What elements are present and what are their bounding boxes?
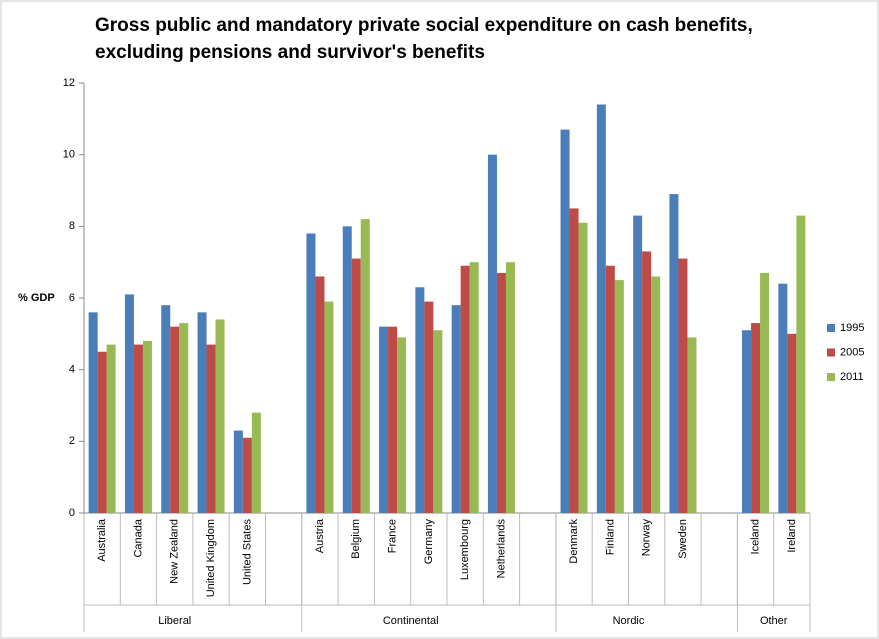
bar — [496, 272, 506, 513]
bar — [306, 233, 316, 513]
chart-title: excluding pensions and survivor's benefi… — [95, 42, 485, 63]
bar — [215, 319, 225, 513]
x-tick-label: Norway — [641, 519, 653, 557]
x-tick-label: Belgium — [350, 519, 362, 559]
bar — [742, 330, 752, 513]
x-tick-label: Iceland — [749, 519, 761, 554]
bar — [487, 154, 497, 513]
x-tick-label: Finland — [604, 519, 616, 555]
legend-swatch — [827, 324, 835, 332]
bar — [642, 251, 652, 513]
bar — [796, 215, 806, 514]
legend-swatch — [827, 348, 835, 357]
x-tick-label: Germany — [423, 519, 435, 565]
bar — [379, 326, 389, 513]
x-tick-label: Canada — [132, 518, 144, 557]
y-tick-label: 10 — [63, 149, 75, 161]
bar — [351, 258, 361, 513]
x-tick-label: Sweden — [677, 519, 689, 559]
bar — [433, 330, 443, 513]
x-tick-label: Denmark — [568, 519, 580, 564]
bar — [233, 430, 243, 513]
bar — [569, 208, 579, 513]
group-label: Other — [760, 615, 788, 627]
bar — [206, 344, 216, 513]
bar — [415, 287, 425, 513]
bar — [451, 305, 461, 513]
x-tick-label: United States — [241, 519, 253, 586]
bar — [787, 333, 797, 513]
bar — [397, 337, 407, 513]
x-tick-label: Ireland — [786, 519, 798, 553]
group-label: Liberal — [158, 615, 191, 627]
bar — [578, 222, 588, 513]
bar — [760, 272, 770, 513]
bar — [242, 437, 252, 513]
bar — [106, 344, 116, 513]
bar — [560, 129, 570, 514]
bar — [669, 194, 679, 514]
bar — [251, 412, 261, 513]
bar — [324, 301, 334, 513]
chart-title: Gross public and mandatory private socia… — [95, 15, 753, 36]
bar — [161, 305, 171, 513]
bar — [388, 326, 398, 513]
bar — [97, 351, 107, 513]
x-tick-label: United Kingdom — [205, 519, 217, 597]
y-axis-label: % GDP — [18, 292, 55, 304]
y-tick-label: 2 — [69, 435, 75, 447]
bar — [142, 341, 152, 513]
bar — [342, 226, 352, 514]
bar — [424, 301, 434, 513]
x-tick-label: Luxembourg — [459, 519, 471, 580]
x-tick-label: Netherlands — [495, 519, 507, 579]
x-tick-label: Australia — [96, 518, 108, 562]
bar — [614, 280, 624, 513]
bar — [605, 265, 615, 513]
bar — [88, 312, 98, 513]
bar — [133, 344, 143, 513]
y-tick-label: 4 — [69, 364, 75, 376]
legend-label: 2011 — [840, 371, 864, 383]
bar — [469, 262, 479, 513]
bar — [678, 258, 688, 513]
bar — [633, 215, 643, 514]
group-label: Continental — [383, 615, 439, 627]
y-tick-label: 8 — [69, 220, 75, 232]
y-tick-label: 12 — [63, 77, 75, 89]
bar — [170, 326, 180, 513]
bar — [360, 219, 370, 513]
bar — [687, 337, 697, 513]
bar — [197, 312, 207, 513]
bar — [124, 294, 134, 513]
x-tick-label: Austria — [314, 518, 326, 553]
y-tick-label: 6 — [69, 292, 75, 304]
x-tick-label: New Zealand — [169, 519, 181, 584]
bar — [505, 262, 515, 513]
bar — [651, 276, 661, 513]
bar — [179, 323, 189, 513]
x-tick-label: France — [386, 519, 398, 553]
bar — [778, 283, 788, 513]
y-tick-label: 0 — [69, 507, 75, 519]
bar — [315, 276, 325, 513]
bar — [751, 323, 761, 513]
legend-swatch — [827, 373, 835, 381]
group-label: Nordic — [613, 615, 645, 627]
bar — [460, 265, 470, 513]
legend-label: 2005 — [840, 346, 864, 358]
bar — [596, 104, 606, 513]
legend-label: 1995 — [840, 322, 864, 334]
